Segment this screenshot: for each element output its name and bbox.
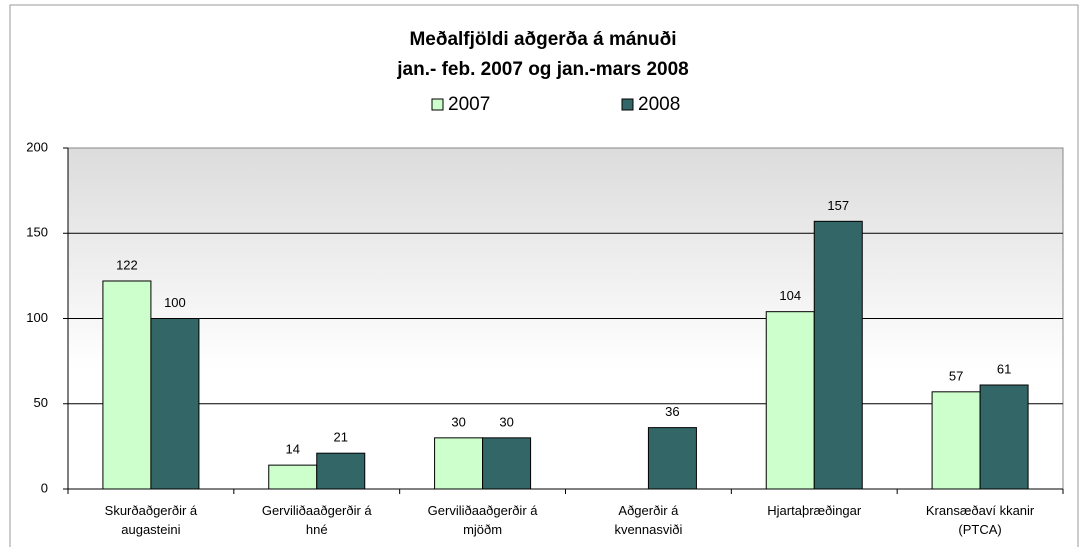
- bar: [647, 427, 697, 490]
- bar: [931, 391, 981, 490]
- data-label: 100: [164, 295, 186, 310]
- data-label: 21: [334, 430, 348, 445]
- bar: [813, 220, 863, 490]
- data-label: 36: [665, 404, 679, 419]
- bar: [316, 452, 366, 490]
- bar: [979, 384, 1029, 490]
- bar: [102, 280, 152, 490]
- data-label: 14: [286, 442, 300, 457]
- legend-label: 2007: [448, 94, 490, 115]
- y-tick-label: 200: [26, 139, 48, 154]
- bar: [765, 311, 815, 490]
- legend-swatch: [621, 98, 634, 111]
- x-tick-label: Hjartaþræðingar: [767, 503, 862, 518]
- legend-swatch: [431, 98, 444, 111]
- x-tick-label: Gerviliðaaðgerðir á hné: [261, 503, 372, 537]
- data-label: 30: [451, 414, 465, 429]
- chart-subtitle: jan.- feb. 2007 og jan.-mars 2008: [396, 59, 688, 80]
- y-tick-label: 100: [26, 310, 48, 325]
- bar: [482, 437, 532, 490]
- bar: [268, 464, 318, 490]
- y-tick-label: 0: [41, 480, 48, 495]
- x-tick-label: Gerviliðaaðgerðir á mjöðm: [427, 503, 538, 537]
- data-label: 61: [997, 361, 1011, 376]
- data-label: 157: [827, 198, 849, 213]
- x-tick-label: Aðgerðir á kvennasviði: [614, 503, 683, 537]
- legend-label: 2008: [638, 94, 680, 115]
- x-tick-label: Kransæðaví kkanir (PTCA): [925, 503, 1035, 537]
- chart-title: Meðalfjöldi aðgerða á mánuði: [409, 29, 676, 50]
- data-label: 122: [116, 257, 138, 272]
- data-label: 104: [779, 288, 801, 303]
- x-tick-label: Skurðaðgerðir á augasteini: [104, 503, 198, 537]
- y-tick-label: 50: [34, 395, 48, 410]
- bar: [434, 437, 484, 490]
- data-label: 30: [499, 414, 513, 429]
- data-label: 57: [949, 368, 963, 383]
- y-tick-label: 150: [26, 225, 48, 240]
- bar: [150, 318, 200, 490]
